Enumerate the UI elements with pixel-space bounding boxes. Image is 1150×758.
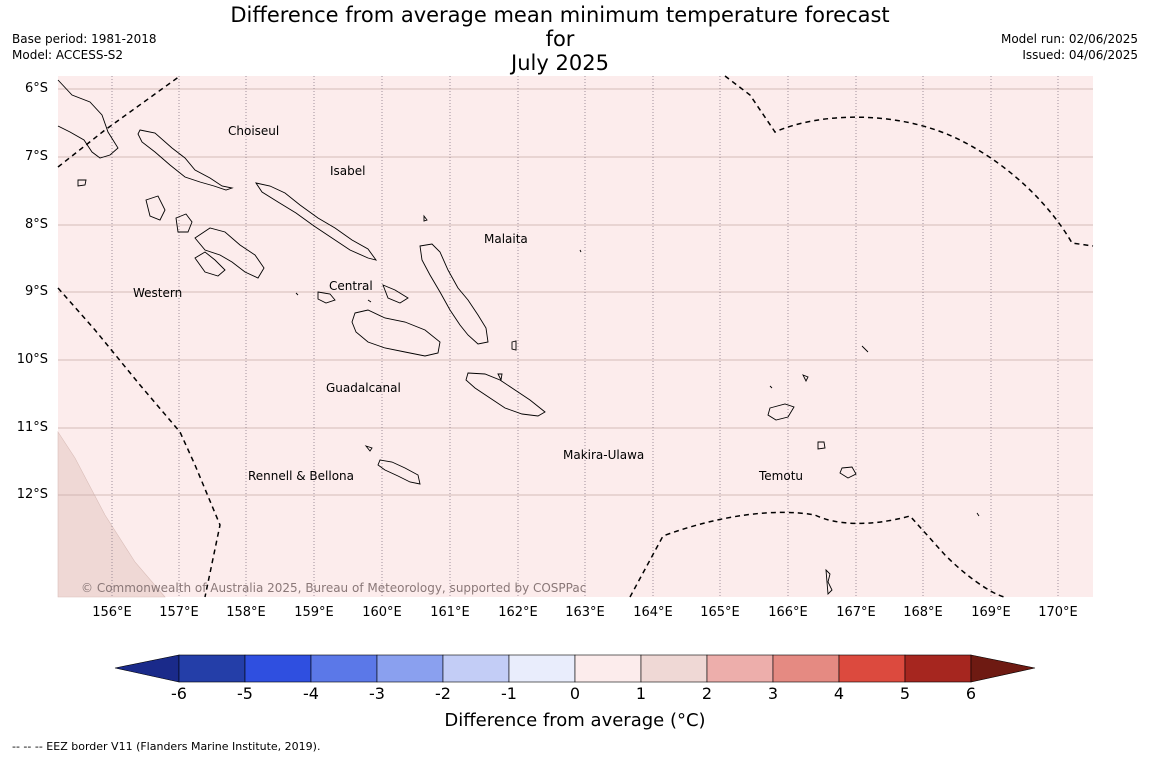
- colorbar-bin-10: [772, 654, 840, 683]
- lon-label-166e: 166°E: [768, 605, 808, 620]
- colorbar-tick-label: 6: [965, 684, 977, 703]
- lon-label-169e: 169°E: [971, 605, 1011, 620]
- region-label-makira-ulawa: Makira-Ulawa: [563, 448, 644, 462]
- makira-island: [465, 372, 546, 417]
- lon-label-164e: 164°E: [633, 605, 673, 620]
- lon-label-162e: 162°E: [498, 605, 538, 620]
- lon-label-167e: 167°E: [836, 605, 876, 620]
- colorbar-tick-label: 1: [635, 684, 647, 703]
- region-label-isabel: Isabel: [330, 164, 365, 178]
- colorbar-bin-6: [508, 654, 576, 683]
- issued-date: Issued: 04/06/2025: [1022, 48, 1138, 62]
- lat-label-6s: 6°S: [24, 81, 48, 96]
- title-line-2: July 2025: [511, 51, 609, 75]
- colorbar-tick-label: 3: [767, 684, 779, 703]
- copyright-notice: © Commonwealth of Australia 2025, Bureau…: [81, 581, 586, 595]
- region-label-choiseul: Choiseul: [228, 124, 279, 138]
- colorbar-tick-label: -4: [303, 684, 319, 703]
- colorbar-tick-label: 4: [833, 684, 845, 703]
- lon-label-159e: 159°E: [294, 605, 334, 620]
- lon-label-158e: 158°E: [226, 605, 266, 620]
- lat-label-7s: 7°S: [24, 149, 48, 164]
- islands: [57, 79, 980, 596]
- santa-cruz-islands: [423, 214, 980, 596]
- region-label-central: Central: [329, 279, 373, 293]
- colorbar-tick-label: -6: [171, 684, 187, 703]
- region-label-malaita: Malaita: [484, 232, 528, 246]
- lat-label-11s: 11°S: [16, 420, 48, 435]
- lon-label-165e: 165°E: [700, 605, 740, 620]
- colorbar-bin-12: [904, 654, 972, 683]
- model-run-date: Model run: 02/06/2025: [1000, 32, 1138, 46]
- region-label-guadalcanal: Guadalcanal: [326, 381, 401, 395]
- lat-label-8s: 8°S: [24, 217, 48, 232]
- lon-label-170e: 170°E: [1038, 605, 1078, 620]
- colorbar-tick-label: -3: [369, 684, 385, 703]
- colorbar-bin-5: [442, 654, 510, 683]
- colorbar-title: Difference from average (°C): [444, 710, 706, 731]
- colorbar-tick-label: 2: [701, 684, 713, 703]
- colorbar-bin-4: [376, 654, 444, 683]
- region-label-western: Western: [133, 286, 182, 300]
- lon-label-160e: 160°E: [362, 605, 402, 620]
- florida-islands: [317, 284, 409, 304]
- region-label-rennell-bellona: Rennell & Bellona: [248, 469, 354, 483]
- isabel-island: [255, 182, 378, 261]
- colorbar-bin-3: [310, 654, 378, 683]
- region-label-temotu: Temotu: [758, 469, 803, 483]
- colorbar-low-arrow: [114, 654, 180, 683]
- latitude-gridlines: [58, 88, 1093, 496]
- base-period: Base period: 1981-2018: [12, 32, 157, 46]
- southwest-anomaly-area: [57, 430, 166, 598]
- colorbar-tick-label: -2: [435, 684, 451, 703]
- small-islands-west: [77, 179, 372, 303]
- colorbar-bin-9: [706, 654, 774, 683]
- lon-label-163e: 163°E: [565, 605, 605, 620]
- region-labels: Choiseul Isabel Malaita Western Central …: [133, 124, 803, 483]
- title-line-1: Difference from average mean minimum tem…: [230, 3, 890, 51]
- rennell-island: [364, 445, 421, 485]
- colorbar-tick-label: 0: [569, 684, 581, 703]
- map-title: Difference from average mean minimum tem…: [230, 3, 890, 75]
- colorbar-bin-11: [838, 654, 906, 683]
- model-name: Model: ACCESS-S2: [12, 48, 124, 62]
- guadalcanal-island: [351, 309, 441, 357]
- model-info: Base period: 1981-2018 Model: ACCESS-S2: [12, 31, 157, 63]
- bougainville-coast: [57, 79, 119, 159]
- colorbar-bin-7: [574, 654, 642, 683]
- colorbar-bin-1: [178, 654, 246, 683]
- lon-label-156e: 156°E: [92, 605, 132, 620]
- choiseul-island: [137, 129, 234, 191]
- colorbar-tick-label: 5: [899, 684, 911, 703]
- colorbar-tick-label: -5: [237, 684, 253, 703]
- map-background: [58, 76, 1093, 597]
- lat-label-9s: 9°S: [24, 284, 48, 299]
- lon-label-161e: 161°E: [430, 605, 470, 620]
- lat-label-10s: 10°S: [16, 352, 48, 367]
- malaita-island: [419, 243, 489, 345]
- run-info: Model run: 02/06/2025 Issued: 04/06/2025: [1001, 31, 1138, 63]
- colorbar-tick-label: -1: [501, 684, 517, 703]
- lon-label-157e: 157°E: [159, 605, 199, 620]
- colorbar-bin-8: [640, 654, 708, 683]
- lat-label-12s: 12°S: [16, 487, 48, 502]
- lon-label-168e: 168°E: [903, 605, 943, 620]
- eez-legend-note: -- -- -- EEZ border V11 (Flanders Marine…: [12, 740, 321, 753]
- eez-borders: [57, 75, 1094, 598]
- new-georgia-group: [145, 195, 265, 279]
- colorbar-high-arrow: [970, 654, 1036, 683]
- colorbar-bin-2: [244, 654, 312, 683]
- colorbar: [114, 654, 1036, 683]
